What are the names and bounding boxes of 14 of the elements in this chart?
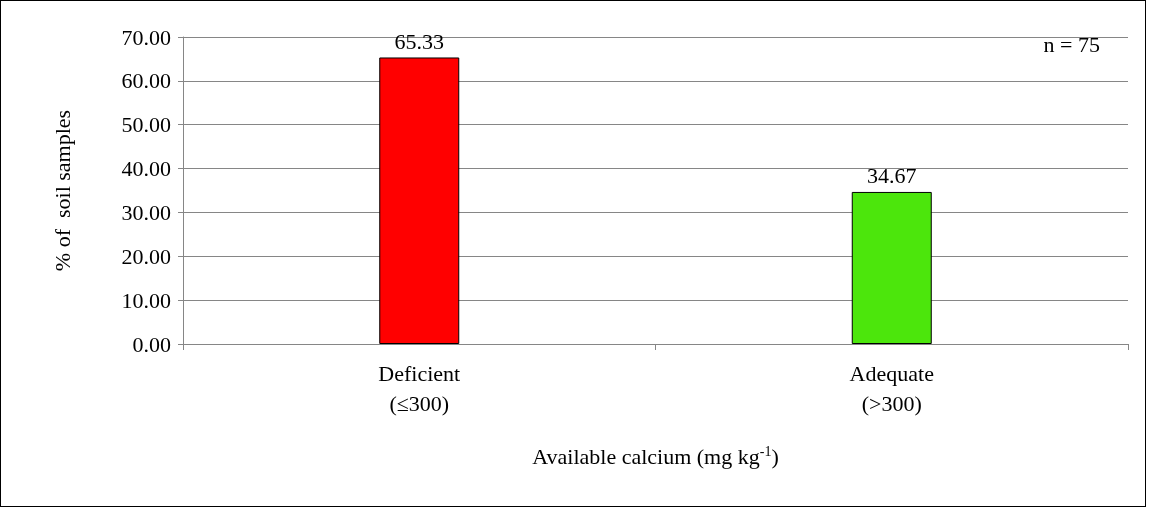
data-label: 65.33 (394, 28, 444, 54)
y-tick-label: 50.00 (121, 112, 171, 138)
y-tick-label: 30.00 (121, 199, 171, 225)
y-tick-label: 40.00 (121, 156, 171, 182)
y-tick-label: 10.00 (121, 287, 171, 313)
y-tick-label: 60.00 (121, 68, 171, 94)
y-tick-label: 0.00 (132, 331, 171, 357)
annotation: n = 75 (1043, 31, 1101, 57)
x-tick-label: Deficient (≤300) (378, 360, 461, 416)
y-tick-label: 20.00 (121, 243, 171, 269)
data-label: 34.67 (867, 163, 917, 189)
x-tick-label: Adequate (>300) (849, 360, 934, 416)
y-tick-label: 70.00 (121, 24, 171, 50)
y-axis-title: % of soil samples (49, 109, 75, 272)
